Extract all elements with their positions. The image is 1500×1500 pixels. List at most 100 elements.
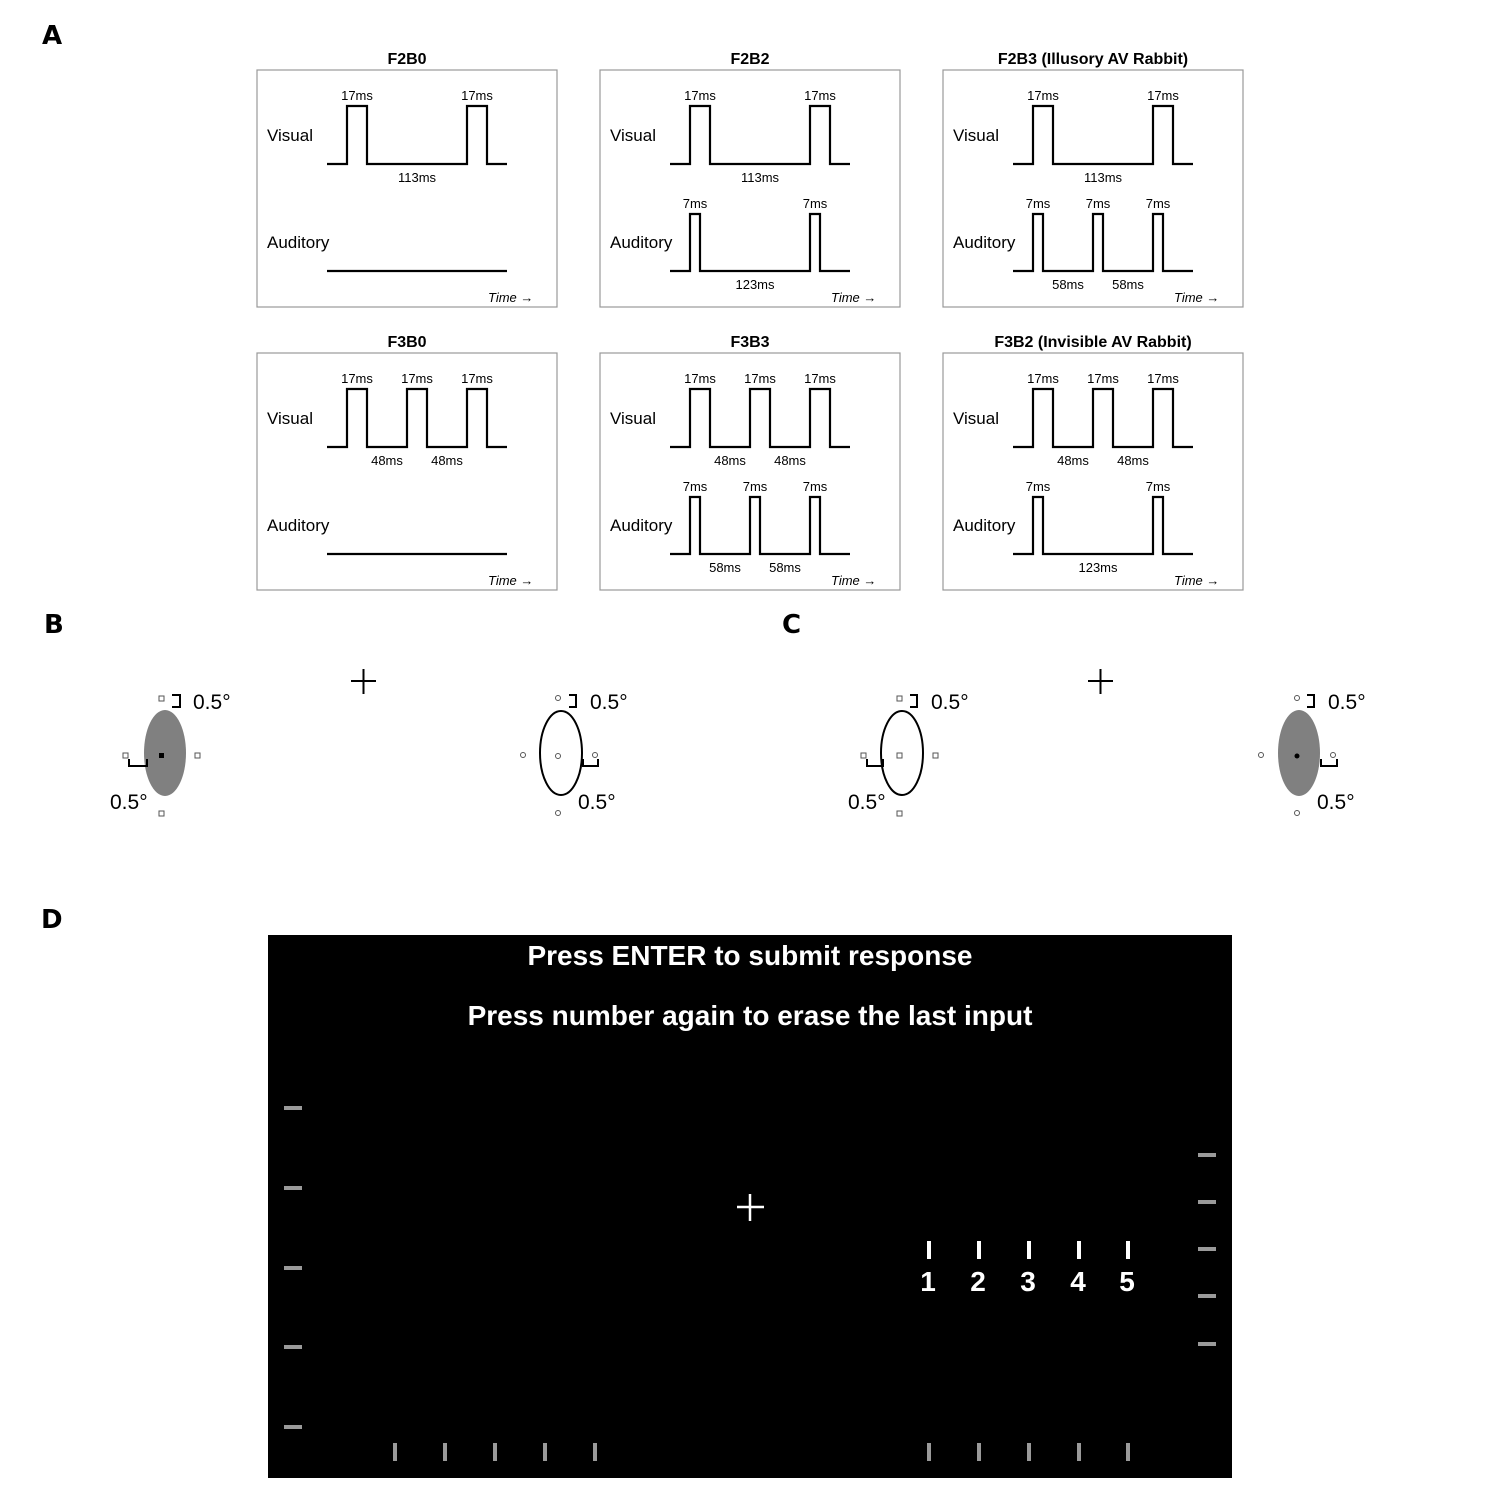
visual-track-label: Visual — [953, 126, 999, 145]
top-circle-marker — [555, 695, 561, 701]
visual-track-label: Visual — [267, 126, 313, 145]
filled-ellipse — [144, 710, 186, 796]
response-number-label: 3 — [1020, 1266, 1036, 1297]
right-square-marker — [194, 752, 201, 759]
response-option-1[interactable]: 1 — [920, 1241, 936, 1297]
left-edge-ticks — [284, 1106, 302, 1429]
left-stimulus: 0.5° 0.5° — [848, 691, 969, 817]
panel-label-d: D — [41, 905, 63, 935]
gap-duration-label: 48ms — [774, 453, 806, 468]
panel-label-a: A — [42, 21, 62, 51]
bottom-circle-marker — [555, 810, 561, 816]
visual-track-label: Visual — [267, 409, 313, 428]
condition-diagram: F3B3 Visual 17ms 17ms 17ms 48ms 48ms Auditory 7m… — [599, 334, 901, 591]
right-edge-ticks — [1198, 1153, 1216, 1346]
visual-pulse-train — [670, 104, 850, 166]
pulse-duration-label: 17ms — [461, 371, 493, 386]
left-square-marker — [122, 752, 129, 759]
visual-pulse-train — [670, 387, 850, 449]
gap-duration-label: 48ms — [431, 453, 463, 468]
pulse-duration-label: 17ms — [1027, 88, 1059, 103]
diagram-frame — [256, 69, 558, 308]
pulse-duration-label: 17ms — [341, 88, 373, 103]
outline-ellipse — [539, 710, 583, 796]
response-option-5[interactable]: 5 — [1119, 1241, 1135, 1297]
bottom-scale-bracket — [866, 759, 884, 767]
auditory-pulse-train — [670, 495, 850, 556]
condition-diagram: F2B0 Visual 17ms 17ms 113ms Auditory Time → — [256, 51, 558, 308]
visual-pulse-train — [1013, 104, 1193, 166]
gap-duration-label: 113ms — [741, 170, 780, 185]
condition-title: F3B0 — [387, 334, 426, 351]
diagram-frame — [942, 352, 1244, 591]
response-number-label: 1 — [920, 1266, 936, 1297]
pulse-duration-label: 17ms — [744, 371, 776, 386]
auditory-pulse-train — [670, 212, 850, 273]
center-circle-marker — [555, 753, 561, 759]
response-number-scale[interactable]: 1 2 3 4 5 — [920, 1241, 1135, 1297]
gap-duration-label: 123ms — [735, 277, 775, 292]
bottom-square-marker — [896, 810, 903, 817]
pulse-duration-label: 17ms — [684, 88, 716, 103]
auditory-track-label: Auditory — [610, 233, 673, 252]
pulse-duration-label: 17ms — [684, 371, 716, 386]
diagram-frame — [942, 69, 1244, 308]
gap-duration-label: 58ms — [1052, 277, 1084, 292]
stimulus-layout-panel-b: 0.5° 0.5° 0.5° 0.5° — [110, 669, 628, 817]
condition-diagram: F2B3 (Illusory AV Rabbit) Visual 17ms 17ms 1… — [942, 51, 1244, 308]
condition-diagram: F3B0 Visual 17ms 17ms 17ms 48ms 48ms Auditory Ti… — [256, 334, 558, 591]
condition-title: F3B2 (Invisible AV Rabbit) — [994, 334, 1191, 351]
stimulus-layout-panel-c: 0.5° 0.5° 0.5° 0.5° — [848, 669, 1366, 817]
response-screen: Press ENTER to submit response Press num… — [268, 935, 1232, 1478]
diagram-frame — [599, 69, 901, 308]
gap-duration-label: 48ms — [714, 453, 746, 468]
fixation-cross — [351, 669, 376, 694]
condition-diagram: F3B2 (Invisible AV Rabbit) Visual 17ms 17ms… — [942, 334, 1244, 591]
gap-duration-label: 123ms — [1078, 560, 1118, 575]
pulse-duration-label: 7ms — [803, 479, 828, 494]
condition-title: F2B3 (Illusory AV Rabbit) — [998, 51, 1188, 68]
response-option-4[interactable]: 4 — [1070, 1241, 1086, 1297]
pulse-duration-label: 7ms — [683, 196, 708, 211]
top-scale-label: 0.5° — [1328, 691, 1366, 714]
center-square-marker — [896, 752, 903, 759]
bottom-left-ticks — [393, 1443, 597, 1461]
time-axis-label: Time → — [831, 573, 876, 588]
condition-title: F2B0 — [387, 51, 426, 68]
top-scale-bracket — [172, 694, 181, 708]
bottom-scale-label: 0.5° — [848, 791, 886, 814]
fixation-cross — [1088, 669, 1113, 694]
instruction-erase: Press number again to erase the last inp… — [468, 1000, 1033, 1031]
gap-duration-label: 113ms — [1084, 170, 1123, 185]
outline-ellipse — [880, 710, 924, 796]
response-option-3[interactable]: 3 — [1020, 1241, 1036, 1297]
gap-duration-label: 58ms — [709, 560, 741, 575]
pulse-duration-label: 7ms — [1146, 479, 1171, 494]
visual-track-label: Visual — [610, 126, 656, 145]
instruction-submit: Press ENTER to submit response — [527, 940, 972, 971]
time-axis-label: Time → — [488, 290, 533, 305]
pulse-duration-label: 17ms — [461, 88, 493, 103]
time-axis-label: Time → — [488, 573, 533, 588]
response-option-2[interactable]: 2 — [970, 1241, 986, 1297]
top-scale-label: 0.5° — [193, 691, 231, 714]
center-square-marker — [159, 753, 164, 758]
auditory-track-label: Auditory — [953, 516, 1016, 535]
bottom-scale-label: 0.5° — [110, 791, 148, 814]
left-circle-marker — [520, 752, 526, 758]
auditory-track-label: Auditory — [267, 233, 330, 252]
center-circle-marker — [1294, 753, 1300, 759]
bottom-square-marker — [158, 810, 165, 817]
condition-title: F3B3 — [730, 334, 769, 351]
auditory-track-label: Auditory — [610, 516, 673, 535]
response-number-label: 4 — [1070, 1266, 1086, 1297]
top-square-marker — [158, 695, 165, 702]
response-number-label: 5 — [1119, 1266, 1135, 1297]
fixation-cross — [737, 1194, 764, 1221]
bottom-scale-bracket — [128, 759, 148, 767]
timing-diagram-panel: F2B0 Visual 17ms 17ms 113ms Auditory Time → F2B… — [256, 51, 1244, 591]
visual-pulse-train — [327, 104, 507, 166]
panel-label-c: C — [782, 610, 801, 640]
panel-label-b: B — [44, 610, 64, 640]
